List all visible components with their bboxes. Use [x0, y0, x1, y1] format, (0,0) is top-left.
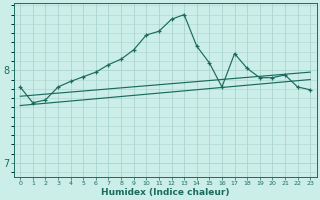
X-axis label: Humidex (Indice chaleur): Humidex (Indice chaleur) — [101, 188, 229, 197]
